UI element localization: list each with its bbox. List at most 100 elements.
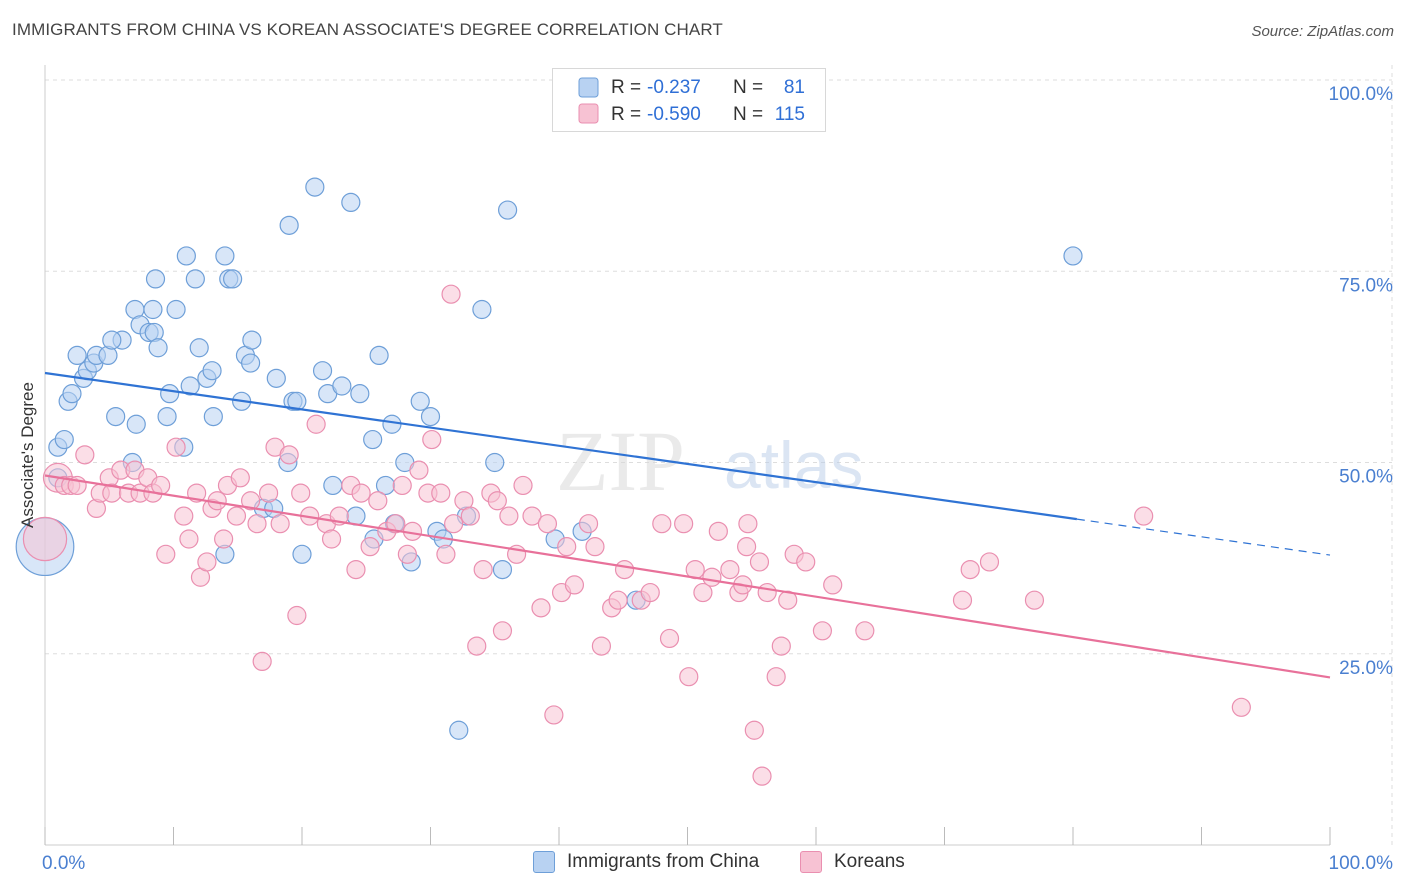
korean-point-35	[270, 514, 290, 534]
korean-point-36	[279, 445, 299, 465]
korean-point-83	[614, 559, 635, 580]
korean-point-113	[752, 766, 772, 786]
china-point-6	[67, 345, 87, 365]
axes	[44, 65, 1331, 846]
korean-point-100	[766, 667, 786, 687]
series-immigrants-from-china	[15, 177, 1083, 740]
china-point-3	[54, 429, 74, 450]
legend-r-label-korean: R =	[611, 104, 641, 125]
legend-item-korean[interactable]: Koreans	[800, 851, 905, 873]
korean-point-38	[291, 483, 311, 503]
korean-point-67	[492, 621, 513, 641]
china-point-28	[185, 269, 205, 289]
china-point-73	[485, 452, 505, 473]
china-point-24	[160, 384, 180, 404]
y-tick-label-50: 50.0%	[1339, 467, 1393, 488]
korean-point-45	[346, 559, 366, 580]
korean-point-94	[720, 559, 740, 580]
china-point-48	[341, 192, 361, 212]
china-point-20	[148, 338, 168, 358]
korean-point-74	[544, 705, 564, 725]
korean-point-111	[1134, 506, 1154, 526]
china-point-55	[363, 429, 383, 450]
korean-point-104	[796, 552, 816, 572]
korean-point-20	[179, 529, 199, 549]
korean-point-85	[640, 582, 660, 603]
korean-point-73	[537, 514, 558, 534]
korean-point-82	[608, 590, 628, 610]
china-point-51	[382, 414, 402, 434]
legend-label-china: Immigrants from China	[567, 851, 760, 872]
korean-point-109	[979, 552, 1000, 572]
china-point-59	[323, 475, 343, 496]
korean-point-93	[708, 521, 728, 541]
y-axis-label: Associate's Degree	[18, 382, 37, 528]
legend-swatch-korean	[578, 103, 599, 124]
korean-point-47	[360, 537, 380, 557]
korean-point-87	[659, 628, 680, 649]
china-point-27	[180, 376, 200, 396]
china-point-23	[157, 407, 177, 427]
trend-lines	[44, 371, 1331, 679]
korean-point-5	[75, 445, 95, 465]
korean-point-116	[738, 514, 758, 534]
trend-line-china	[44, 371, 1078, 521]
korean-point-32	[252, 651, 272, 672]
korean-point-99	[757, 582, 777, 603]
china-point-49	[350, 384, 370, 404]
korean-point-108	[952, 590, 973, 610]
korean-point-50	[386, 514, 406, 534]
korean-point-37	[287, 605, 307, 626]
korean-point-42	[321, 529, 342, 549]
series-legend: Immigrants from China Koreans	[0, 851, 1406, 877]
china-point-32	[203, 407, 223, 427]
legend-swatch-china-bottom	[533, 851, 555, 873]
korean-point-59	[444, 514, 464, 534]
korean-point-72	[531, 598, 551, 618]
korean-point-29	[230, 468, 250, 488]
gridlines	[45, 65, 1393, 845]
korean-point-92	[702, 567, 722, 587]
korean-point-105	[812, 621, 833, 641]
korean-point-91	[693, 582, 713, 603]
korean-point-98	[749, 552, 770, 572]
korean-point-97	[744, 720, 764, 740]
china-point-21	[143, 299, 163, 320]
china-point-54	[420, 407, 441, 427]
china-point-39	[242, 330, 262, 350]
legend-swatch-china	[578, 77, 599, 98]
china-point-26	[176, 246, 196, 266]
korean-point-66	[487, 491, 507, 511]
china-point-40	[266, 368, 286, 388]
korean-point-0	[22, 516, 68, 562]
china-point-70	[292, 544, 312, 564]
korean-point-106	[823, 575, 843, 595]
korean-point-96	[737, 537, 757, 557]
korean-point-17	[156, 544, 176, 564]
korean-point-107	[855, 621, 875, 641]
china-point-80	[449, 720, 469, 740]
korean-point-70	[513, 475, 533, 496]
korean-point-89	[679, 667, 699, 687]
korean-point-101	[771, 636, 791, 656]
korean-point-68	[499, 506, 519, 526]
korean-point-115	[960, 559, 980, 580]
china-point-53	[410, 391, 430, 411]
watermark: ZIP atlas	[556, 413, 863, 509]
x-tick-label-min: 0.0%	[42, 853, 85, 874]
korean-point-33	[258, 483, 279, 503]
china-point-43	[287, 391, 307, 411]
legend-n-value-korean: 115	[775, 104, 805, 125]
legend-label-korean: Koreans	[834, 851, 905, 872]
source-credit: Source: ZipAtlas.com	[1251, 23, 1394, 40]
korean-point-76	[557, 537, 577, 557]
x-tick-label-max: 100.0%	[1329, 853, 1394, 874]
china-point-29	[189, 338, 209, 358]
korean-point-80	[591, 636, 612, 656]
y-tick-label-75: 75.0%	[1339, 275, 1393, 296]
legend-item-china[interactable]: Immigrants from China	[533, 851, 759, 873]
china-point-12	[106, 407, 126, 427]
korean-point-51	[392, 475, 412, 496]
legend-n-label-korean: N =	[733, 104, 763, 125]
china-point-22	[145, 269, 166, 289]
